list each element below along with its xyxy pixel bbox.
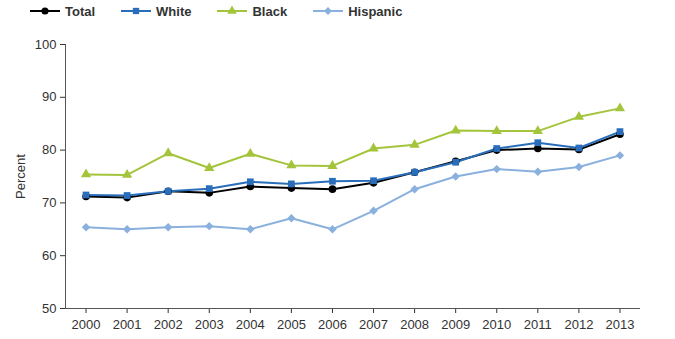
html-text:Black: Black [252,3,288,19]
html-text:Hispanic: Hispanic [348,3,403,19]
svg-text:2006: 2006 [318,317,347,332]
svg-text:2012: 2012 [564,317,593,332]
svg-text:2005: 2005 [277,317,306,332]
svg-text:2002: 2002 [154,317,183,332]
svg-text:2013: 2013 [606,317,635,332]
svg-text:90: 90 [42,89,56,104]
svg-text:2001: 2001 [113,317,142,332]
svg-text:2000: 2000 [72,317,101,332]
svg-text:100: 100 [35,37,57,52]
html-text:White: White [156,3,192,19]
svg-text:2010: 2010 [482,317,511,332]
svg-text:2011: 2011 [524,317,552,332]
svg-text:Percent: Percent [13,154,28,199]
svg-text:2009: 2009 [441,317,470,332]
svg-text:2003: 2003 [195,317,224,332]
svg-text:2008: 2008 [400,317,429,332]
svg-text:2007: 2007 [359,317,388,332]
svg-text:70: 70 [42,195,56,210]
svg-text:80: 80 [42,142,56,157]
html-text:Total: Total [65,3,96,19]
svg-text:60: 60 [42,248,56,263]
svg-text:50: 50 [42,301,56,316]
svg-text:2004: 2004 [236,317,265,332]
